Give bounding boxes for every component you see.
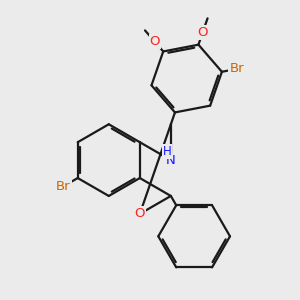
Text: H: H (163, 145, 171, 158)
Text: O: O (135, 207, 145, 220)
Text: Br: Br (230, 62, 244, 75)
Text: O: O (197, 26, 208, 39)
Text: Br: Br (56, 180, 70, 193)
Text: O: O (150, 35, 160, 48)
Text: N: N (166, 154, 176, 166)
